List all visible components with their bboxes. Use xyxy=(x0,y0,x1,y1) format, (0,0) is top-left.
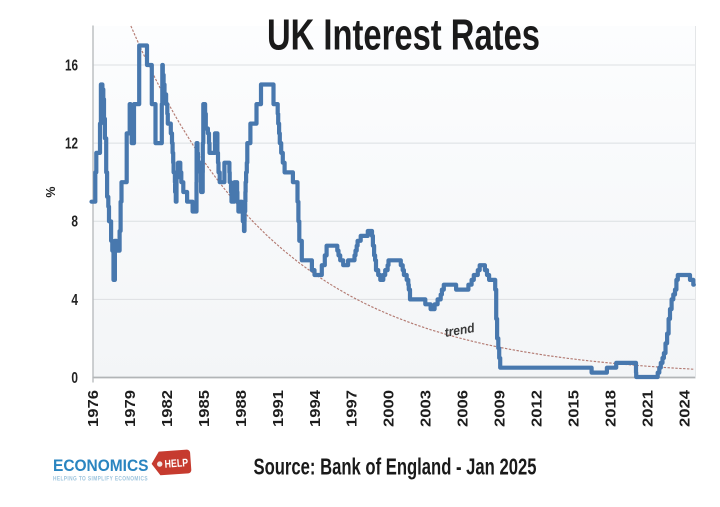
svg-text:2000: 2000 xyxy=(382,390,398,427)
svg-text:1979: 1979 xyxy=(123,390,139,427)
svg-text:8: 8 xyxy=(71,214,78,231)
svg-text:12: 12 xyxy=(65,136,78,153)
svg-text:2009: 2009 xyxy=(493,390,509,427)
svg-text:2018: 2018 xyxy=(603,390,619,427)
svg-text:1991: 1991 xyxy=(271,390,287,427)
svg-text:1994: 1994 xyxy=(308,389,324,427)
svg-text:2006: 2006 xyxy=(456,390,472,427)
svg-text:HELPING TO SIMPLIFY ECONOMICS: HELPING TO SIMPLIFY ECONOMICS xyxy=(53,476,148,483)
svg-text:2003: 2003 xyxy=(419,390,435,427)
svg-text:1982: 1982 xyxy=(160,390,176,427)
svg-text:4: 4 xyxy=(71,292,78,309)
svg-text:2021: 2021 xyxy=(640,390,656,427)
svg-text:1997: 1997 xyxy=(345,390,361,427)
svg-text:2012: 2012 xyxy=(530,390,546,427)
svg-text:2024: 2024 xyxy=(677,389,693,427)
svg-text:Source: Bank of England - Jan: Source: Bank of England - Jan 2025 xyxy=(254,454,537,480)
svg-text:UK Interest Rates: UK Interest Rates xyxy=(267,11,540,59)
svg-text:%: % xyxy=(44,186,58,197)
svg-text:ECONOMICS: ECONOMICS xyxy=(53,456,149,475)
svg-text:2015: 2015 xyxy=(567,390,583,427)
svg-text:1976: 1976 xyxy=(86,390,102,427)
svg-text:1985: 1985 xyxy=(197,390,213,427)
svg-text:0: 0 xyxy=(71,370,78,387)
svg-text:trend: trend xyxy=(443,320,476,340)
svg-text:HELP: HELP xyxy=(164,457,188,471)
svg-text:16: 16 xyxy=(65,57,78,74)
svg-text:1988: 1988 xyxy=(234,390,250,427)
